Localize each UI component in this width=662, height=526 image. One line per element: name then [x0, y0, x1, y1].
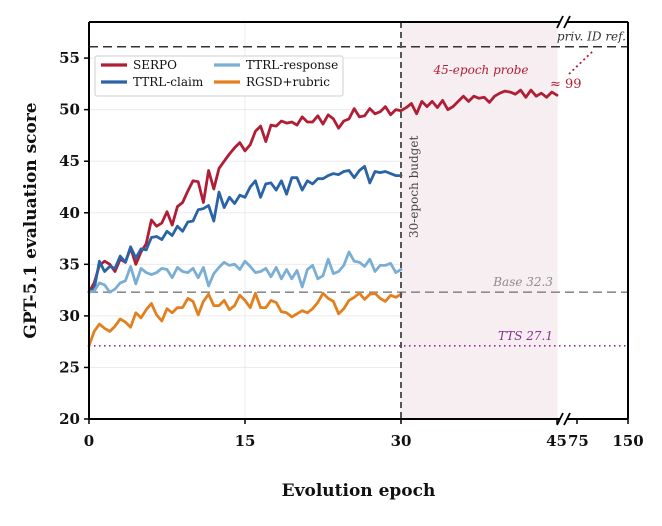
- legend-box: [94, 55, 344, 97]
- y-tick-label: 20: [59, 410, 80, 428]
- x-tick-label: 75: [568, 432, 589, 450]
- axis-break-mark: [563, 412, 571, 426]
- series-lines: [87, 88, 559, 348]
- base-ref-label: Base 32.3: [492, 275, 553, 289]
- x-tick-label: 45: [546, 432, 567, 450]
- axes-frame: [88, 15, 629, 426]
- y-tick-label: 30: [59, 307, 80, 325]
- legend-label: RGSD+rubric: [246, 75, 330, 89]
- x-tick-label: 30: [391, 432, 412, 450]
- legend-label: TTRL-response: [246, 58, 338, 72]
- series-line-ttrl-response: [87, 250, 403, 294]
- x-tick-label: 15: [235, 432, 256, 450]
- y-axis-title: GPT-5.1 evaluation score: [21, 102, 41, 338]
- tts-ref-label: TTS 27.1: [498, 329, 553, 343]
- x-tick-label: 0: [84, 432, 94, 450]
- approx-99-annotation: ≈ 99: [550, 77, 582, 92]
- y-tick-label: 25: [59, 358, 80, 376]
- approx-99-pointer: [568, 49, 595, 75]
- probe-label: 45-epoch probe: [432, 63, 528, 77]
- probe-shaded-region: [401, 22, 557, 419]
- series-line-serpo: [87, 88, 559, 294]
- legend-label: TTRL-claim: [133, 75, 204, 89]
- budget-label: 30-epoch budget: [407, 136, 421, 238]
- x-tick-label: 150: [612, 432, 643, 450]
- y-tick-label: 50: [59, 101, 80, 119]
- legend-label: SERPO: [133, 58, 177, 72]
- series-line-ttrl-claim: [87, 164, 403, 294]
- axis-break-mark: [556, 412, 564, 426]
- axis-break-mark: [563, 15, 571, 29]
- x-axis-title: Evolution epoch: [282, 481, 436, 501]
- priv-ref-label: priv. ID ref.: [557, 30, 626, 44]
- y-tick-label: 40: [59, 204, 80, 222]
- y-tick-label: 55: [59, 49, 80, 67]
- y-tick-label: 45: [59, 152, 80, 170]
- axis-break-mark: [556, 15, 564, 29]
- legend: SERPO TTRL-claim TTRL-response RGSD+rubric: [94, 55, 344, 97]
- y-tick-label: 35: [59, 255, 80, 273]
- series-line-rgsd-rubric: [87, 291, 403, 348]
